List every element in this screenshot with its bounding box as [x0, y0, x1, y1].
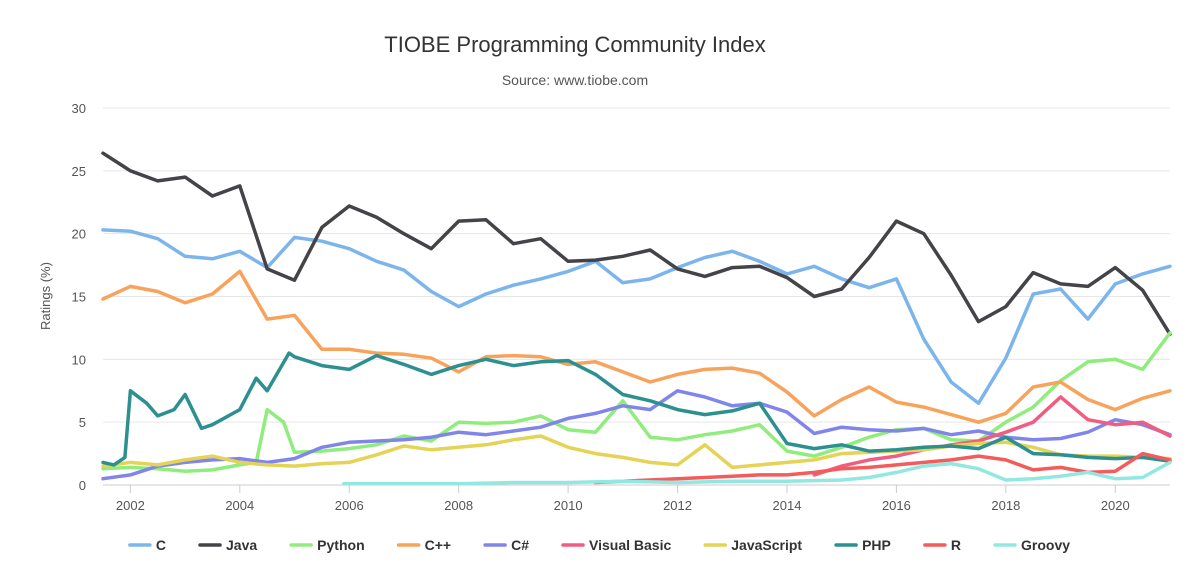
x-tick-label: 2012	[663, 498, 692, 513]
x-tick-label: 2014	[773, 498, 802, 513]
legend-item[interactable]: Java	[198, 537, 257, 553]
y-axis-ticks: 0 5 10 15 20 25 30	[72, 101, 86, 493]
x-tick-label: 2006	[335, 498, 364, 513]
legend-label: Java	[226, 537, 257, 553]
x-tick-label: 2016	[882, 498, 911, 513]
y-tick-label: 5	[79, 415, 86, 430]
legend-item[interactable]: Groovy	[993, 537, 1070, 553]
legend-item[interactable]: C	[128, 537, 166, 553]
series-lines	[101, 151, 1172, 486]
series-line-r[interactable]	[593, 451, 1172, 485]
legend-item[interactable]: C++	[396, 537, 451, 553]
series-line-groovy[interactable]	[342, 460, 1172, 486]
legend-item[interactable]: Visual Basic	[561, 537, 671, 553]
x-axis-ticks: 2002 2004 2006 2008 2010 2012 2014 2016 2018 2020	[103, 484, 1170, 513]
y-axis-title: Ratings (%)	[38, 262, 53, 330]
y-tick-label: 15	[72, 290, 86, 305]
legend-label: Python	[317, 537, 364, 553]
legend-item[interactable]: Python	[289, 537, 365, 553]
y-tick-label: 25	[72, 164, 86, 179]
y-tick-label: 30	[72, 101, 86, 116]
y-tick-label: 0	[79, 478, 86, 493]
series-line-python[interactable]	[101, 331, 1172, 473]
legend-item[interactable]: JavaScript	[703, 537, 802, 553]
legend: C Java Python C++ C# Visual Basic JavaScript PH…	[128, 537, 1070, 553]
series-line-c-[interactable]	[101, 389, 1172, 481]
series-line-c[interactable]	[101, 228, 1172, 406]
x-tick-label: 2020	[1101, 498, 1130, 513]
series-line-php[interactable]	[101, 351, 1172, 467]
legend-label: C#	[511, 537, 529, 553]
legend-label: C	[156, 537, 166, 553]
legend-item[interactable]: C#	[483, 537, 529, 553]
legend-label: C++	[425, 537, 451, 553]
chart-subtitle: Source: www.tiobe.com	[502, 72, 648, 88]
legend-label: JavaScript	[731, 537, 802, 553]
y-tick-label: 20	[72, 227, 86, 242]
x-tick-label: 2004	[225, 498, 254, 513]
x-tick-label: 2002	[116, 498, 145, 513]
series-line-java[interactable]	[101, 151, 1172, 336]
legend-label: Groovy	[1021, 537, 1070, 553]
chart-title: TIOBE Programming Community Index	[384, 32, 765, 57]
legend-label: PHP	[862, 537, 891, 553]
legend-label: Visual Basic	[589, 537, 671, 553]
legend-label: R	[951, 537, 961, 553]
series-line-visual-basic[interactable]	[812, 395, 1172, 477]
series-line-c-[interactable]	[101, 269, 1172, 424]
legend-item[interactable]: R	[923, 537, 961, 553]
y-tick-label: 10	[72, 352, 86, 367]
x-tick-label: 2010	[554, 498, 583, 513]
x-tick-label: 2018	[991, 498, 1020, 513]
legend-item[interactable]: PHP	[834, 537, 891, 553]
x-tick-label: 2008	[444, 498, 473, 513]
